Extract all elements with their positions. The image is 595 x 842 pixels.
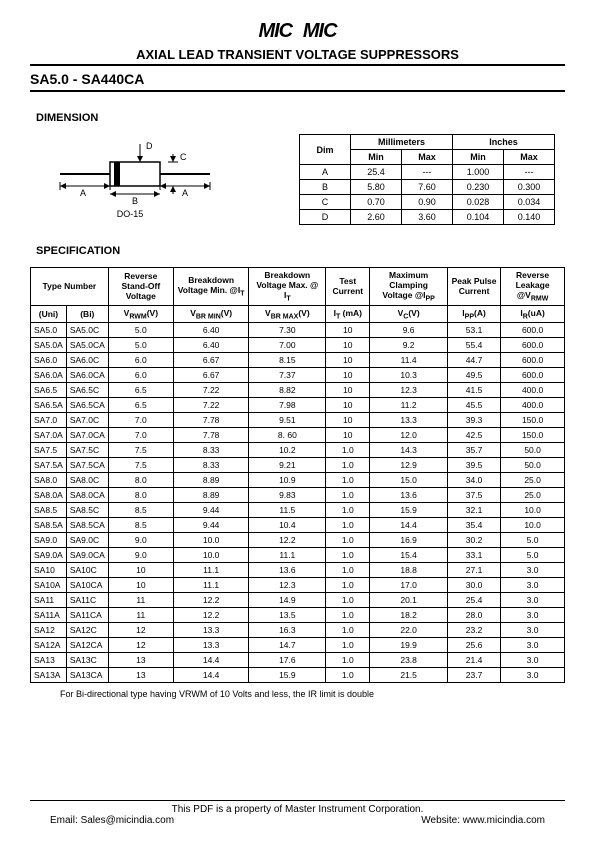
svg-text:D: D xyxy=(146,141,153,151)
dimension-row: A B A D C DO-15 Dim Millimeters xyxy=(30,134,565,225)
table-row: SA7.0SA7.0C7.07.789.511013.339.3150.0 xyxy=(31,413,565,428)
table-row: SA8.0SA8.0C8.08.8910.91.015.034.025.0 xyxy=(31,473,565,488)
table-row: SA7.5SA7.5C7.58.3310.21.014.335.750.0 xyxy=(31,443,565,458)
footer-line1: This PDF is a property of Master Instrum… xyxy=(30,804,565,815)
table-row: SA13SA13C1314.417.61.023.821.43.0 xyxy=(31,653,565,668)
mm-head: Millimeters xyxy=(351,135,453,150)
spec-note: For Bi-directional type having VRWM of 1… xyxy=(60,689,565,699)
svg-text:B: B xyxy=(132,196,138,206)
svg-text:A: A xyxy=(80,188,86,198)
table-row: SA7.0ASA7.0CA7.07.788. 601012.042.5150.0 xyxy=(31,428,565,443)
dimension-table: Dim Millimeters Inches Min Max Min Max A… xyxy=(299,134,555,225)
table-row: SA6.5SA6.5C6.57.228.821012.341.5400.0 xyxy=(31,383,565,398)
footer-email: Email: Sales@micindia.com xyxy=(50,815,174,826)
table-row: SA6.0ASA6.0CA6.06.677.371010.349.5600.0 xyxy=(31,368,565,383)
table-row: SA10SA10C1011.113.61.018.827.13.0 xyxy=(31,563,565,578)
table-row: SA5.0ASA5.0CA5.06.407.00109.255.4600.0 xyxy=(31,338,565,353)
table-row: SA12SA12C1213.316.31.022.023.23.0 xyxy=(31,623,565,638)
table-row: B5.807.600.2300.300 xyxy=(300,180,555,195)
table-row: SA13ASA13CA1314.415.91.021.523.73.0 xyxy=(31,668,565,683)
table-row: SA12ASA12CA1213.314.71.019.925.63.0 xyxy=(31,638,565,653)
logo-left: MIC xyxy=(258,20,292,43)
table-row: C0.700.900.0280.034 xyxy=(300,195,555,210)
table-row: SA9.0SA9.0C9.010.012.21.016.930.25.0 xyxy=(31,533,565,548)
table-row: SA5.0SA5.0C5.06.407.30109.653.1600.0 xyxy=(31,323,565,338)
page-title: AXIAL LEAD TRANSIENT VOLTAGE SUPPRESSORS xyxy=(30,47,565,66)
part-range: SA5.0 - SA440CA xyxy=(30,68,565,92)
table-row: SA11SA11C1112.214.91.020.125.43.0 xyxy=(31,593,565,608)
table-row: SA6.0SA6.0C6.06.678.151011.444.7600.0 xyxy=(31,353,565,368)
table-row: SA7.5ASA7.5CA7.58.339.211.012.939.550.0 xyxy=(31,458,565,473)
table-row: SA8.5ASA8.5CA8.59.4410.41.014.435.410.0 xyxy=(31,518,565,533)
table-row: A25.4---1.000--- xyxy=(300,165,555,180)
svg-text:A: A xyxy=(182,188,188,198)
dim-head: Dim xyxy=(300,135,351,165)
table-row: SA10ASA10CA1011.112.31.017.030.03.0 xyxy=(31,578,565,593)
package-diagram: A B A D C DO-15 xyxy=(30,134,230,219)
footer: This PDF is a property of Master Instrum… xyxy=(30,800,565,826)
table-row: SA8.0ASA8.0CA8.08.899.831.013.637.525.0 xyxy=(31,488,565,503)
spec-table: Type Number Reverse Stand-Off Voltage Br… xyxy=(30,267,565,683)
logo-row: MIC MIC xyxy=(30,20,565,43)
table-row: SA9.0ASA9.0CA9.010.011.11.015.433.15.0 xyxy=(31,548,565,563)
table-row: SA11ASA11CA1112.213.51.018.228.03.0 xyxy=(31,608,565,623)
in-head: Inches xyxy=(453,135,555,150)
svg-text:C: C xyxy=(180,152,187,162)
table-row: D2.603.600.1040.140 xyxy=(300,210,555,225)
logo-right: MIC xyxy=(303,20,337,43)
spec-heading: SPECIFICATION xyxy=(36,245,565,257)
table-row: SA8.5SA8.5C8.59.4411.51.015.932.110.0 xyxy=(31,503,565,518)
footer-website: Website: www.micindia.com xyxy=(421,815,545,826)
table-row: SA6.5ASA6.5CA6.57.227.981011.245.5400.0 xyxy=(31,398,565,413)
dimension-heading: DIMENSION xyxy=(36,112,565,124)
